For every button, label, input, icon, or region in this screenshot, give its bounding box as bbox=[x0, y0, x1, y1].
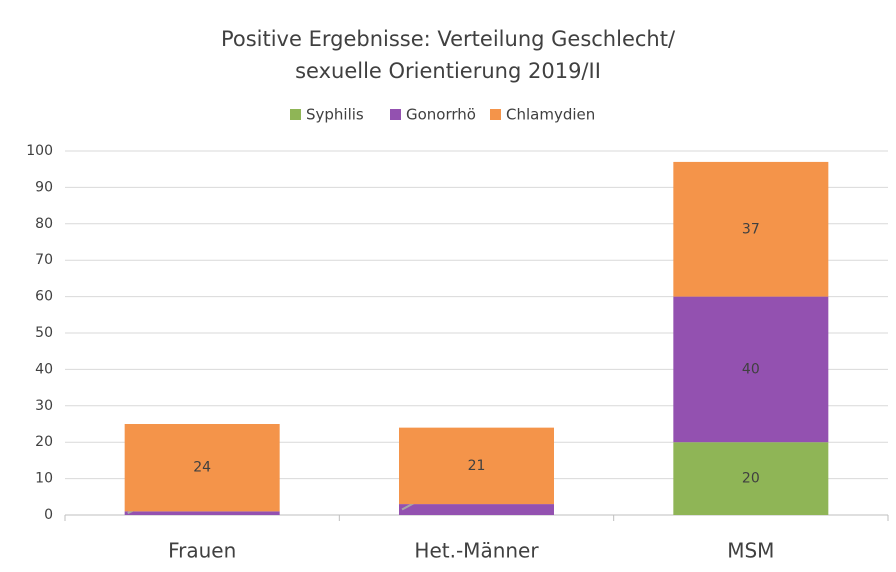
x-tick-label: MSM bbox=[727, 539, 774, 563]
legend-label: Gonorrhö bbox=[406, 106, 476, 124]
y-tick-label: 70 bbox=[35, 252, 53, 268]
y-tick-label: 10 bbox=[35, 471, 53, 487]
bar-segment bbox=[673, 296, 829, 443]
legend-swatch bbox=[390, 109, 401, 120]
legend-swatch bbox=[290, 109, 301, 120]
data-label: 40 bbox=[742, 361, 760, 377]
data-label: 24 bbox=[193, 460, 211, 476]
bar-segment bbox=[673, 442, 829, 515]
bar-segment bbox=[399, 427, 554, 505]
chart-title: Positive Ergebnisse: Verteilung Geschlec… bbox=[221, 27, 676, 51]
y-tick-label: 40 bbox=[35, 361, 53, 377]
y-tick-label: 80 bbox=[35, 216, 53, 232]
y-tick-label: 100 bbox=[26, 143, 53, 159]
legend-swatch bbox=[490, 109, 501, 120]
legend-label: Chlamydien bbox=[506, 106, 595, 124]
y-tick-label: 0 bbox=[44, 507, 53, 523]
bar-segment bbox=[399, 504, 554, 515]
bar-segment bbox=[673, 161, 829, 297]
x-tick-label: Het.-Männer bbox=[414, 539, 539, 563]
chart-title: sexuelle Orientierung 2019/II bbox=[295, 59, 601, 83]
y-tick-label: 30 bbox=[35, 398, 53, 414]
y-tick-label: 90 bbox=[35, 179, 53, 195]
data-label: 20 bbox=[742, 471, 760, 487]
y-tick-label: 50 bbox=[35, 325, 53, 341]
bar-segment bbox=[124, 511, 280, 515]
bar-segment bbox=[124, 424, 280, 512]
data-label: 37 bbox=[742, 221, 760, 237]
data-label: 21 bbox=[468, 458, 486, 474]
legend-label: Syphilis bbox=[306, 106, 364, 124]
y-tick-label: 60 bbox=[35, 289, 53, 305]
x-tick-label: Frauen bbox=[168, 539, 236, 563]
y-tick-label: 20 bbox=[35, 434, 53, 450]
